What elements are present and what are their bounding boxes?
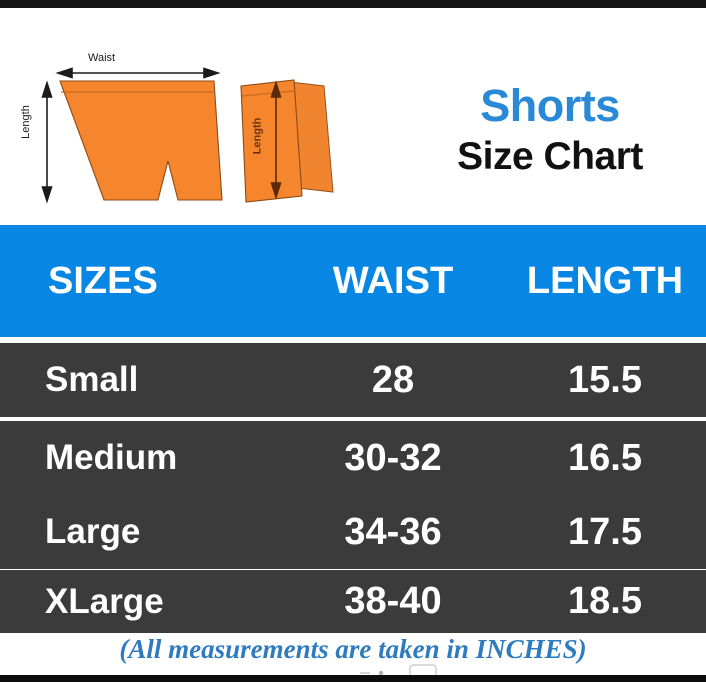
table-row: Medium 30-32 16.5 [0,421,706,495]
hero-section: Waist Length Length S [0,8,706,225]
title-main: Shorts [480,80,620,131]
cell-waist: 34-36 [344,510,442,553]
cell-waist: 38-40 [344,580,442,622]
waist-dimension-label: Waist [88,52,116,64]
cell-length: 17.5 [568,510,642,553]
cell-size: Small [45,360,139,399]
top-crop-bar [0,0,706,8]
cell-length: 16.5 [568,436,642,479]
cell-waist: 30-32 [344,436,442,479]
shorts-side-view: Length [232,66,352,206]
title-sub: Size Chart [457,135,643,179]
cell-size: XLarge [45,581,164,621]
table-row: Small 28 15.5 [0,343,706,417]
cell-size: Medium [45,438,178,477]
column-header-waist: WAIST [332,259,454,302]
table-row: Large 34-36 17.5 [0,495,706,569]
column-header-sizes: SIZES [48,259,158,302]
bottom-crop-bar [0,675,706,682]
cell-waist: 28 [371,358,415,401]
cell-length: 15.5 [568,358,642,401]
length-dimension-label-front: Length [19,105,32,139]
length-dimension-label-side: Length [251,117,264,155]
table-header-row: SIZES WAIST LENGTH [0,225,706,337]
table-row: XLarge 38-40 18.5 [0,570,706,633]
shorts-front-view: Waist Length [20,52,246,204]
page-title: Shorts Size Chart [400,82,700,180]
cell-length: 18.5 [568,580,642,622]
cell-size: Large [45,512,141,551]
footer-note: (All measurements are taken in INCHES) [119,634,587,664]
column-header-length: LENGTH [526,259,684,302]
